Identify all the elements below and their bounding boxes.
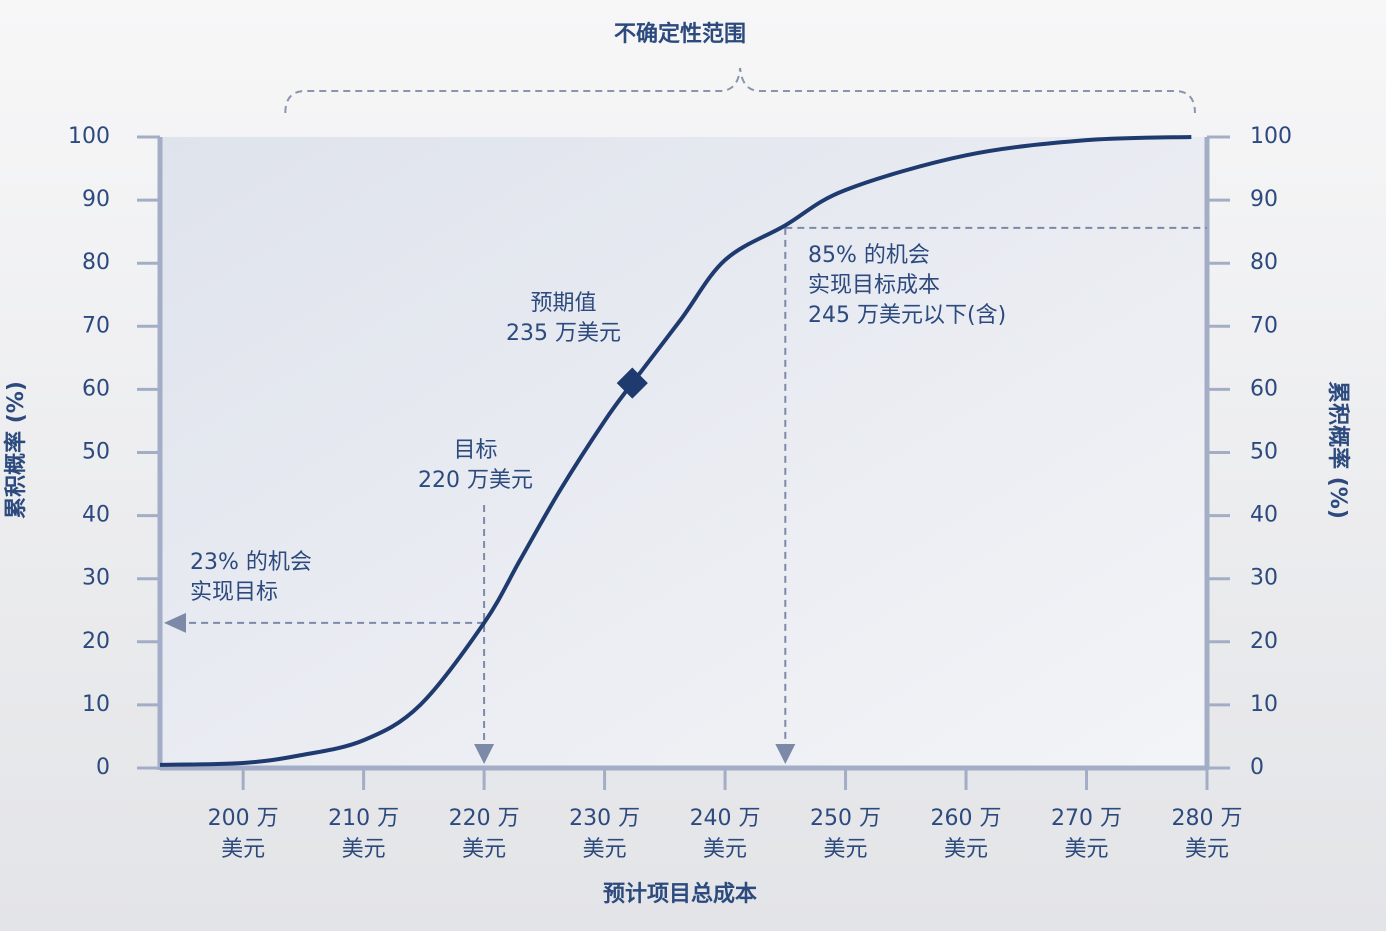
annotation: 85% 的机会 实现目标成本 245 万美元以下(含) [808, 243, 1007, 328]
x-tick-label: 280 万 美元 [1171, 806, 1243, 862]
y-tick-label: 100 [68, 124, 110, 149]
uncertainty-brace [284, 67, 1196, 114]
x-tick-label: 240 万 美元 [689, 806, 761, 862]
x-axis-label: 预计项目总成本 [602, 882, 757, 907]
arrow-head [474, 744, 495, 764]
plot-area [160, 137, 1207, 768]
arrow-head [775, 744, 796, 764]
y2-axis-label: 累积概率 (%) [1325, 381, 1350, 519]
curve [159, 135, 1192, 767]
annotation: 23% 的机会 实现目标 [190, 550, 312, 605]
y2-tick-label: 100 [1250, 124, 1292, 149]
y2-tick-label: 20 [1250, 629, 1278, 654]
arrow-head [164, 612, 186, 633]
y-tick-label: 10 [82, 692, 110, 717]
y2-tick-label: 50 [1250, 440, 1278, 465]
y2-tick-label: 60 [1250, 376, 1278, 401]
y-tick-label: 20 [82, 629, 110, 654]
x-tick-label: 250 万 美元 [810, 806, 882, 862]
x-tick-label: 230 万 美元 [569, 806, 641, 862]
x-tick-label: 270 万 美元 [1051, 806, 1123, 862]
x-tick-label: 260 万 美元 [930, 806, 1002, 862]
y-tick-label: 0 [96, 755, 110, 780]
annotation: 预期值 235 万美元 [506, 291, 621, 346]
expected-marker [616, 367, 648, 399]
y2-tick-label: 30 [1250, 566, 1278, 591]
chart-title: 不确定性范围 [613, 22, 746, 47]
y-axis-label: 累积概率 (%) [4, 381, 29, 519]
y-tick-label: 90 [82, 187, 110, 212]
y2-tick-label: 90 [1250, 187, 1278, 212]
y-tick-label: 40 [82, 503, 110, 528]
y-tick-label: 60 [82, 376, 110, 401]
x-tick-label: 220 万 美元 [448, 806, 520, 862]
y-tick-label: 70 [82, 313, 110, 338]
x-tick-label: 200 万 美元 [207, 806, 279, 862]
y2-tick-label: 70 [1250, 313, 1278, 338]
y2-tick-label: 80 [1250, 250, 1278, 275]
y2-tick-label: 40 [1250, 503, 1278, 528]
x-tick-label: 210 万 美元 [328, 806, 400, 862]
y-tick-label: 50 [82, 440, 110, 465]
y2-tick-label: 0 [1250, 755, 1264, 780]
y-tick-label: 80 [82, 250, 110, 275]
y-tick-label: 30 [82, 566, 110, 591]
annotation: 目标 220 万美元 [418, 438, 533, 493]
y2-tick-label: 10 [1250, 692, 1278, 717]
